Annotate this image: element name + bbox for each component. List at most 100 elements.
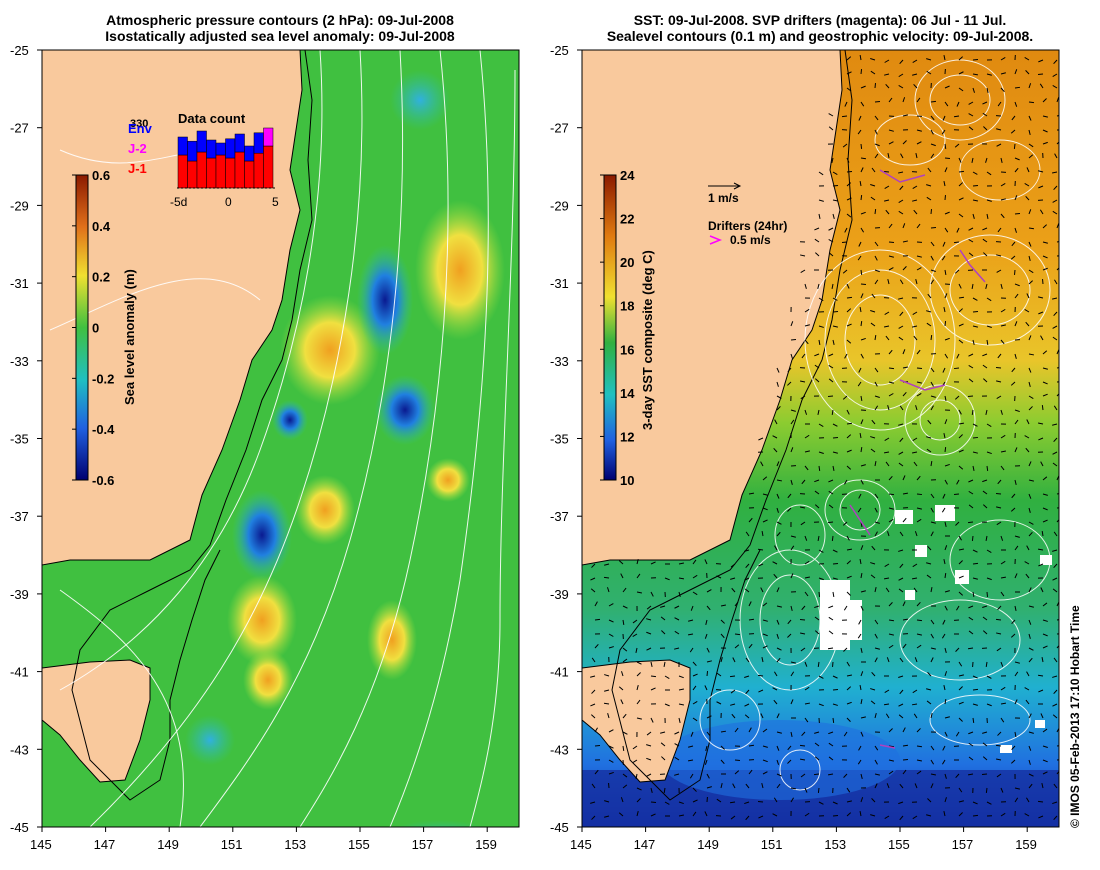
left-xtick: 151 [221, 837, 243, 852]
left-ytick: -41 [10, 665, 29, 680]
left-xtick: 157 [412, 837, 434, 852]
colorbar-tick: 12 [620, 429, 634, 444]
left-xtick: 149 [157, 837, 179, 852]
left-xtick: 155 [348, 837, 370, 852]
right-title-line1: SST: 09-Jul-2008. SVP drifters (magenta)… [633, 12, 1007, 28]
data-count-bar [225, 138, 236, 159]
right-ytick: -45 [550, 820, 569, 835]
data-count-bar [215, 154, 226, 189]
colorbar-tick: -0.4 [92, 422, 115, 437]
velocity-scale-label: 1 m/s [708, 191, 739, 205]
left-map-title: Atmospheric pressure contours (2 hPa): 0… [40, 12, 520, 44]
velocity-legend: 1 m/s Drifters (24hr) 0.5 m/s [708, 182, 787, 247]
right-ytick: -25 [550, 43, 569, 58]
right-map [582, 50, 1059, 827]
data-count-bar [215, 142, 226, 156]
data-count-bar [206, 157, 217, 189]
legend-j2: J-2 [128, 141, 147, 156]
colorbar-tick: 10 [620, 473, 634, 488]
data-count-bar [253, 152, 264, 189]
colorbar-tick: 14 [620, 386, 635, 401]
colorbar-tick: 0 [92, 321, 99, 336]
colorbar-tick: 0.4 [92, 219, 111, 234]
legend-env: Env [128, 121, 153, 136]
drifter-tracks [849, 169, 986, 749]
left-xtick: 153 [284, 837, 306, 852]
left-ytick: -31 [10, 276, 29, 291]
mainland-australia-sst [582, 50, 843, 566]
legend-j1: J-1 [128, 161, 147, 176]
colorbar-tick: -0.6 [92, 473, 114, 488]
cloud-gaps [820, 505, 1052, 753]
right-ytick: -33 [550, 354, 569, 369]
sst-colorbar-label: 3-day SST composite (deg C) [640, 250, 655, 430]
right-ytick: -43 [550, 742, 569, 757]
sst-colorbar: 24 22 20 18 16 14 12 10 3-day SST composite (de… [600, 168, 655, 488]
data-count-bar [234, 133, 245, 153]
sea-level-colorbar: 0.6 0.4 0.2 0 -0.2 -0.4 -0.6 Sea level anomaly… [72, 168, 137, 488]
data-count-inset: Data count 330 Env J-2 J-1 -5d 0 5 [128, 111, 279, 209]
colorbar-tick: 0.6 [92, 168, 110, 183]
data-count-bar [263, 127, 274, 147]
right-ytick: -31 [550, 276, 569, 291]
sea-level-colorbar-label: Sea level anomaly (m) [122, 269, 137, 405]
data-count-bar [196, 151, 207, 189]
left-ytick: -37 [10, 509, 29, 524]
data-count-bar [177, 154, 188, 189]
data-count-bar [206, 139, 217, 159]
data-count-bar [177, 136, 188, 156]
left-title-line2: Isostatically adjusted sea level anomaly… [105, 28, 455, 44]
right-ytick: -29 [550, 198, 569, 213]
colorbar-tick: 16 [620, 342, 634, 357]
right-ytick: -39 [550, 587, 569, 602]
right-xtick: 149 [697, 837, 719, 852]
dc-xtick-2: 5 [272, 195, 279, 209]
left-ytick: -43 [10, 742, 29, 757]
right-xtick: 157 [952, 837, 974, 852]
drifters-scale-label: 0.5 m/s [730, 233, 771, 247]
left-ytick: -35 [10, 432, 29, 447]
left-y-axis: -25 -27 -29 -31 -33 -35 -37 -39 -41 -43 -45 [10, 43, 42, 835]
drifter-arrow-icon [709, 235, 723, 245]
left-ytick: -27 [10, 121, 29, 136]
left-ytick: -33 [10, 354, 29, 369]
left-title-line1: Atmospheric pressure contours (2 hPa): 0… [106, 12, 454, 28]
data-count-bar [244, 145, 255, 162]
sea-level-colorbar-ticks: 0.6 0.4 0.2 0 -0.2 -0.4 -0.6 [72, 168, 115, 488]
data-count-bars [177, 127, 274, 189]
left-xtick: 147 [94, 837, 116, 852]
right-y-axis: -25 -27 -29 -31 -33 -35 -37 -39 -41 -43 -45 [550, 43, 582, 835]
data-count-bar [263, 145, 274, 189]
left-xtick: 145 [30, 837, 52, 852]
right-ytick: -41 [550, 665, 569, 680]
right-xtick: 153 [824, 837, 846, 852]
data-count-bar [244, 160, 255, 189]
right-map-title: SST: 09-Jul-2008. SVP drifters (magenta)… [580, 12, 1060, 44]
right-x-axis: 145 147 149 151 153 155 157 159 [570, 827, 1037, 852]
left-map [42, 50, 519, 827]
drifters-label: Drifters (24hr) [708, 219, 787, 233]
right-xtick: 145 [570, 837, 592, 852]
colorbar-tick: -0.2 [92, 371, 114, 386]
data-count-bar [196, 130, 207, 153]
sst-colorbar-bar [603, 174, 617, 481]
right-xtick: 151 [761, 837, 783, 852]
colorbar-tick: 22 [620, 212, 634, 227]
colorbar-tick: 24 [620, 168, 635, 183]
sea-level-colorbar-bar [75, 174, 89, 481]
tasmania [42, 659, 151, 783]
left-ytick: -29 [10, 198, 29, 213]
right-ytick: -37 [550, 509, 569, 524]
data-count-bar [187, 160, 198, 189]
left-ytick: -25 [10, 43, 29, 58]
imos-credit: © IMOS 05-Feb-2013 17:10 Hobart Time [1068, 605, 1082, 828]
sst-colorbar-ticks: 24 22 20 18 16 14 12 10 [600, 168, 635, 488]
data-count-bar [234, 151, 245, 189]
data-count-bar [253, 132, 264, 154]
left-x-axis: 145 147 149 151 153 155 157 159 [30, 827, 497, 852]
left-ytick: -45 [10, 820, 29, 835]
left-ytick: -39 [10, 587, 29, 602]
data-count-max-label: 330 [130, 118, 148, 130]
dc-xtick-1: 0 [225, 195, 232, 209]
